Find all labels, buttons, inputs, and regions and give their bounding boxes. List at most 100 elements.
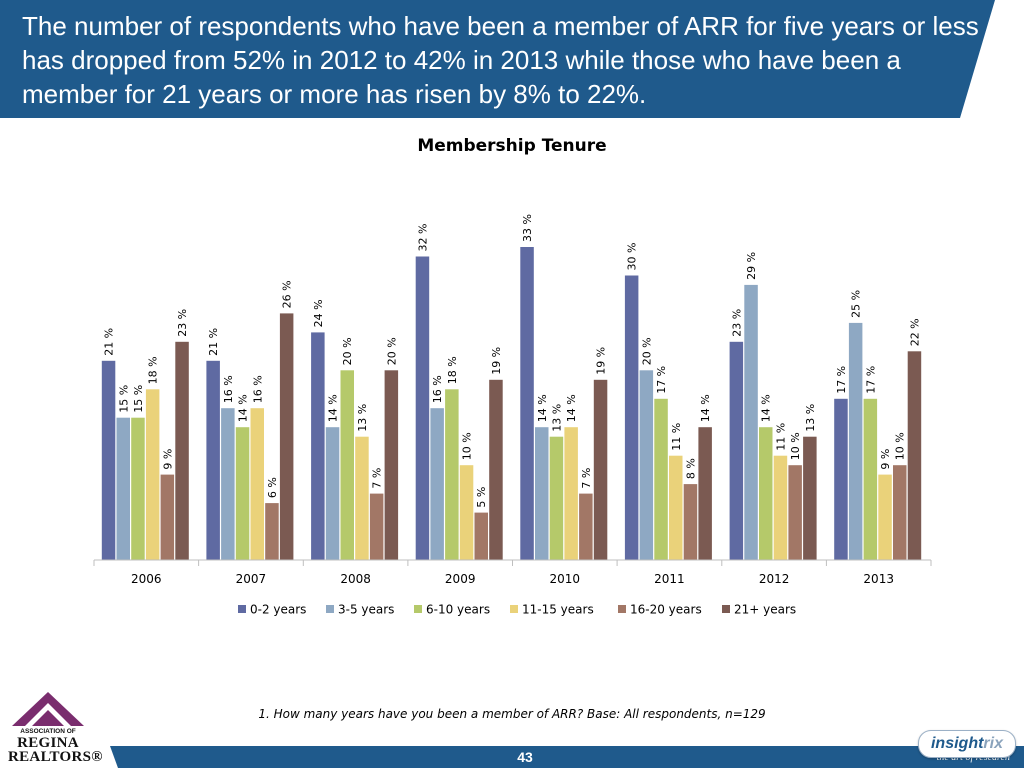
bar-value-label: 32 % [416, 224, 429, 252]
bar-value-label: 14 % [327, 394, 340, 422]
bar [624, 275, 639, 560]
bar-value-label: 5 % [475, 487, 488, 508]
bar-value-label: 33 % [521, 214, 534, 242]
bar-value-label: 14 % [699, 394, 712, 422]
bar-value-label: 14 % [237, 394, 250, 422]
bar [489, 379, 503, 560]
bar [878, 474, 892, 560]
bar-value-label: 9 % [161, 449, 174, 470]
bar [415, 256, 430, 560]
legend-swatch [510, 605, 518, 613]
brand-prefix: insight [930, 735, 984, 752]
logo-text-line-3: REALTORS® [8, 749, 103, 765]
bar [593, 379, 608, 560]
legend-label: 11-15 years [522, 603, 594, 617]
bar-value-label: 21 % [103, 328, 116, 356]
x-tick-label: 2007 [236, 572, 267, 586]
bar [145, 389, 160, 560]
bar [834, 398, 848, 560]
legend-label: 16-20 years [630, 603, 702, 617]
footer-bar: 43 the art of research [110, 746, 1024, 768]
x-tick-label: 2013 [863, 572, 894, 586]
bar [355, 436, 369, 560]
bar [579, 493, 593, 560]
bar-value-label: 21 % [207, 328, 220, 356]
footer-bar-shape [110, 746, 1024, 768]
bar-value-label: 7 % [371, 468, 384, 489]
bar [250, 408, 264, 560]
legend-label: 6-10 years [426, 603, 490, 617]
bar [698, 427, 712, 560]
bar-value-label: 11 % [774, 423, 787, 451]
bar-value-label: 19 % [595, 347, 608, 375]
x-tick-label: 2006 [131, 572, 162, 586]
bar [474, 512, 488, 560]
bar-value-label: 10 % [789, 432, 802, 460]
footnote: 1. How many years have you been a member… [258, 707, 766, 721]
bar-value-label: 9 % [879, 449, 892, 470]
bar [654, 398, 668, 560]
brand-suffix: rix [983, 735, 1003, 752]
bar [639, 370, 654, 560]
chart-title: Membership Tenure [417, 136, 607, 156]
bar-value-label: 6 % [266, 477, 279, 498]
bar [206, 360, 220, 560]
bar [893, 465, 907, 560]
x-tick-label: 2011 [654, 572, 685, 586]
legend-swatch [414, 605, 422, 613]
legend-label: 21+ years [734, 603, 796, 617]
legend-swatch [238, 605, 246, 613]
bar [520, 247, 534, 560]
bar-value-label: 25 % [850, 290, 863, 318]
bar [131, 417, 145, 560]
bar-value-label: 13 % [804, 404, 817, 432]
bar-value-label: 14 % [565, 394, 578, 422]
bar-value-label: 15 % [132, 385, 145, 413]
bar [279, 313, 294, 560]
x-tick-label: 2010 [550, 572, 581, 586]
logo-text-line-1: ASSOCIATION OF [20, 728, 76, 735]
bar [265, 503, 279, 560]
bar-value-label: 17 % [835, 366, 848, 394]
bar [863, 398, 878, 560]
house-roof-icon [12, 692, 84, 726]
bar-value-label: 10 % [894, 432, 907, 460]
bar-value-label: 7 % [580, 468, 593, 489]
bar [175, 341, 189, 560]
legend-label: 3-5 years [338, 603, 394, 617]
bar-value-label: 14 % [536, 394, 549, 422]
bar [683, 484, 698, 560]
x-tick-label: 2012 [759, 572, 790, 586]
bar-value-label: 20 % [341, 337, 354, 365]
bar [160, 474, 175, 560]
bar [907, 351, 922, 560]
bar [564, 427, 578, 560]
bar [101, 360, 116, 560]
bar-value-label: 29 % [745, 252, 758, 280]
bar-value-label: 16 % [431, 375, 444, 403]
bar-value-label: 20 % [640, 337, 653, 365]
bar [669, 455, 683, 560]
legend-swatch [618, 605, 626, 613]
bar-value-label: 22 % [908, 318, 921, 346]
bar-value-label: 16 % [222, 375, 235, 403]
bar-value-label: 23 % [730, 309, 743, 337]
bar [311, 332, 325, 560]
bar [459, 465, 474, 560]
bar-value-label: 15 % [117, 385, 130, 413]
legend-swatch [722, 605, 730, 613]
bar [325, 427, 340, 560]
bar [445, 389, 459, 560]
bar [773, 455, 788, 560]
bar [848, 322, 863, 560]
bar-value-label: 14 % [760, 394, 773, 422]
slide-headline: The number of respondents who have been … [22, 11, 979, 109]
title-band-fill [0, 0, 995, 118]
bar [729, 341, 744, 560]
association-logo: ASSOCIATION OF REGINA REALTORS® [8, 690, 103, 768]
x-tick-label: 2008 [340, 572, 371, 586]
bar-value-label: 18 % [446, 356, 459, 384]
bar [235, 427, 250, 560]
bar [803, 436, 817, 560]
